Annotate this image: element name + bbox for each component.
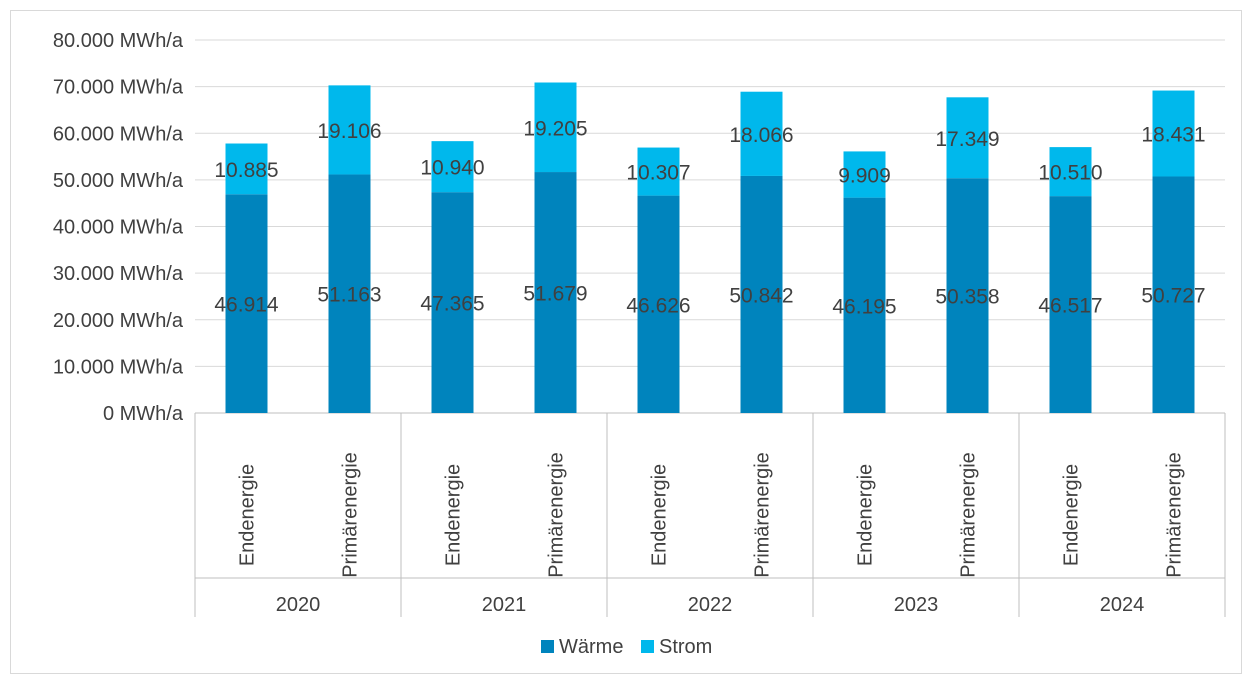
bar-waerme — [740, 175, 783, 413]
group-label: 2023 — [894, 594, 939, 616]
data-label: 50.358 — [935, 286, 999, 309]
bar-strom — [431, 141, 474, 193]
bar-strom — [225, 143, 268, 195]
data-label: 19.106 — [317, 120, 381, 143]
data-label: 18.066 — [729, 124, 793, 147]
bar-waerme — [946, 178, 989, 413]
bar-waerme — [328, 174, 371, 413]
group-label: 2020 — [276, 594, 321, 616]
data-label: 51.679 — [523, 283, 587, 306]
data-label: 46.517 — [1038, 295, 1102, 318]
bar-strom — [534, 82, 577, 173]
bar-strom — [740, 91, 783, 176]
data-label: 10.940 — [420, 157, 484, 180]
bar-strom — [637, 147, 680, 196]
bar-strom — [946, 97, 989, 179]
data-label: 18.431 — [1141, 124, 1205, 147]
bar-waerme — [534, 172, 577, 413]
y-tick-label: 30.000 MWh/a — [53, 263, 184, 285]
bar-waerme — [1049, 196, 1092, 413]
y-tick-label: 10.000 MWh/a — [53, 356, 184, 378]
legend-swatch — [641, 640, 654, 653]
legend-label: Strom — [659, 636, 712, 658]
y-tick-label: 50.000 MWh/a — [53, 170, 184, 192]
data-label: 17.349 — [935, 128, 999, 151]
category-label: Primärenergie — [752, 452, 774, 578]
category-label: Endenergie — [443, 464, 465, 566]
bar-waerme — [431, 192, 474, 413]
data-label: 47.365 — [420, 293, 484, 316]
bar-strom — [328, 85, 371, 175]
legend-swatch — [541, 640, 554, 653]
group-label: 2021 — [482, 594, 527, 616]
category-label: Primärenergie — [1164, 452, 1186, 578]
bar-waerme — [843, 197, 886, 413]
y-tick-label: 0 MWh/a — [103, 403, 184, 425]
data-label: 50.727 — [1141, 285, 1205, 308]
category-label: Endenergie — [649, 464, 671, 566]
data-label: 19.205 — [523, 117, 587, 140]
bar-strom — [843, 151, 886, 198]
group-label: 2024 — [1100, 594, 1145, 616]
data-label: 46.195 — [832, 295, 896, 318]
category-label: Primärenergie — [546, 452, 568, 578]
bar-strom — [1152, 90, 1195, 177]
category-label: Endenergie — [1061, 464, 1083, 566]
data-label: 50.842 — [729, 284, 793, 307]
category-label: Endenergie — [237, 464, 259, 566]
bar-waerme — [637, 195, 680, 413]
data-label: 9.909 — [838, 165, 891, 188]
data-label: 46.914 — [214, 294, 279, 317]
category-label: Primärenergie — [340, 452, 362, 578]
y-tick-label: 80.000 MWh/a — [53, 30, 184, 52]
group-label: 2022 — [688, 594, 733, 616]
data-label: 10.510 — [1038, 162, 1102, 185]
legend-label: Wärme — [559, 636, 623, 658]
bar-waerme — [225, 194, 268, 413]
data-label: 10.307 — [626, 162, 690, 185]
y-tick-label: 60.000 MWh/a — [53, 123, 184, 145]
y-tick-label: 20.000 MWh/a — [53, 310, 184, 332]
y-tick-label: 70.000 MWh/a — [53, 77, 184, 99]
bar-strom — [1049, 147, 1092, 197]
category-label: Endenergie — [855, 464, 877, 566]
chart-frame — [10, 10, 1242, 674]
data-label: 46.626 — [626, 294, 690, 317]
y-tick-label: 40.000 MWh/a — [53, 217, 184, 239]
data-label: 10.885 — [214, 159, 278, 182]
bar-waerme — [1152, 176, 1195, 413]
data-label: 51.163 — [317, 284, 381, 307]
category-label: Primärenergie — [958, 452, 980, 578]
